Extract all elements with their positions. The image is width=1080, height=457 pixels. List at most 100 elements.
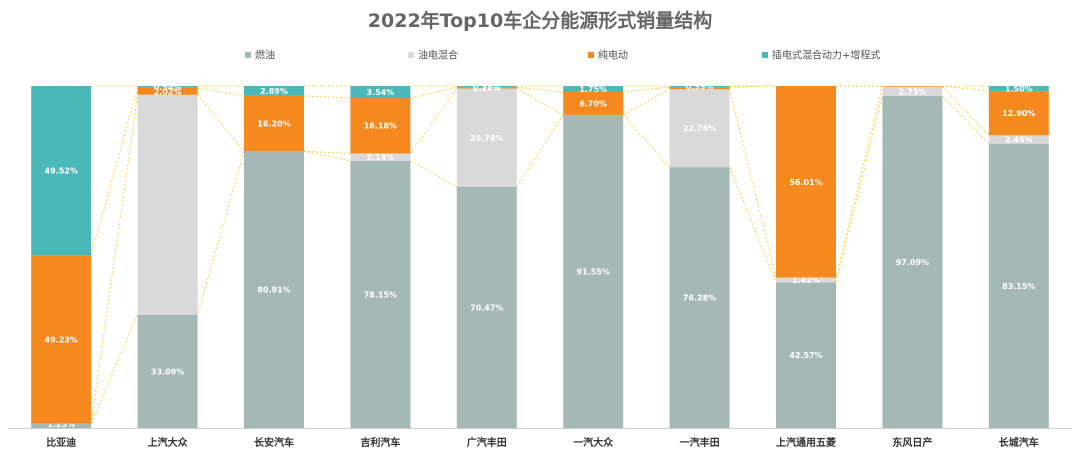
data-label: 49.52% — [45, 167, 78, 176]
data-label: 1.50% — [1005, 85, 1033, 94]
data-label: 49.23% — [45, 336, 78, 345]
data-label: 3.54% — [367, 88, 395, 97]
legend-label-3: 插电式混合动力+增程式 — [772, 49, 880, 62]
connector-line — [516, 86, 564, 93]
data-label: 1.42% — [792, 276, 820, 285]
bar-segment — [776, 282, 836, 428]
bar-segment — [31, 86, 92, 256]
legend-label-2: 纯电动 — [598, 49, 628, 62]
data-label: 1.25% — [47, 420, 75, 429]
legend-label-1: 油电混合 — [418, 49, 458, 62]
bar-segment — [137, 314, 198, 428]
bar-segment — [669, 87, 730, 90]
legend-swatch-1 — [408, 52, 414, 58]
bar-segment — [563, 91, 624, 115]
data-label: 76.28% — [683, 294, 716, 303]
connector-line — [835, 95, 883, 283]
bar-segment — [776, 277, 836, 283]
data-label: 28.78% — [470, 134, 503, 143]
connector-line — [303, 150, 351, 154]
data-label: 2.89% — [260, 87, 288, 96]
x-tick-label: 长安汽车 — [254, 436, 294, 449]
connector-line — [410, 86, 457, 99]
bar-segment — [882, 86, 943, 96]
connector-line — [197, 94, 245, 152]
x-tick-label: 一汽大众 — [573, 436, 614, 449]
bar-segment — [456, 88, 517, 187]
connector-line — [942, 95, 990, 144]
connector-line — [516, 114, 564, 188]
connector-line — [942, 85, 989, 92]
bar-segment — [244, 86, 304, 96]
data-label: 0.38% — [473, 83, 501, 92]
bar-segment — [669, 89, 730, 168]
connector-line — [942, 86, 990, 136]
data-label: 42.57% — [789, 351, 822, 360]
data-label: 1.75% — [579, 85, 607, 94]
bar-segment — [350, 85, 411, 99]
data-label: 2.02% — [154, 87, 182, 96]
connector-line — [623, 88, 670, 116]
bar-segment — [776, 86, 836, 278]
data-label: 83.15% — [1002, 282, 1035, 291]
connector-line — [410, 160, 457, 188]
bar-segment — [669, 167, 730, 428]
data-label: 16.20% — [257, 120, 290, 129]
bar-segment — [244, 95, 304, 152]
bar-segment — [563, 86, 624, 92]
data-label: 16.18% — [364, 122, 397, 131]
connector-line — [90, 87, 138, 256]
data-label: 2.45% — [1005, 135, 1033, 144]
bar-segment — [988, 143, 1049, 428]
bar-segment — [882, 95, 943, 428]
data-label: 80.91% — [257, 286, 290, 295]
bar-segment — [456, 186, 517, 428]
connector-line — [197, 87, 245, 97]
x-tick-label: 一汽丰田 — [680, 436, 720, 449]
x-tick-label: 长城汽车 — [999, 436, 1039, 449]
bar-segment — [31, 423, 92, 428]
bar-segment — [669, 86, 730, 88]
data-label: 78.15% — [364, 290, 397, 299]
data-label: 12.90% — [1002, 109, 1035, 118]
data-label: 97.09% — [896, 258, 929, 267]
bar-segment — [563, 114, 624, 429]
chart-title: 2022年Top10车企分能源形式销量结构 — [367, 10, 713, 32]
connector-line — [729, 85, 777, 88]
legend-swatch-0 — [245, 52, 251, 58]
data-label: 0.37% — [473, 84, 501, 93]
data-label: 22.76% — [683, 124, 716, 133]
bar-segment — [456, 87, 517, 89]
connector-line — [303, 95, 351, 99]
bar-segment — [988, 135, 1049, 144]
legend-label-0: 燃油 — [255, 49, 275, 62]
bar-segment — [137, 87, 198, 95]
connector-line — [90, 94, 138, 424]
bar-segment — [350, 160, 411, 429]
x-tick-label: 比亚迪 — [46, 436, 76, 449]
connector-line — [516, 88, 564, 116]
x-tick-label: 上汽通用五菱 — [776, 436, 836, 449]
connector-line — [729, 166, 777, 283]
x-tick-label: 东风日产 — [892, 436, 932, 449]
data-label: 70.47% — [470, 303, 503, 312]
x-tick-label: 吉利汽车 — [360, 436, 400, 449]
connector-line — [622, 114, 670, 168]
data-label: 91.55% — [577, 267, 610, 276]
bar-segment — [882, 86, 943, 87]
connector-line — [410, 88, 458, 154]
x-tick-label: 广汽丰田 — [467, 436, 507, 449]
data-label: 2.73% — [899, 87, 927, 96]
data-label: 6.70% — [579, 99, 607, 108]
data-label: 2.14% — [367, 153, 395, 162]
data-label: 56.01% — [789, 178, 822, 187]
legend-swatch-3 — [762, 52, 768, 58]
bar-segment — [988, 86, 1049, 92]
bar-segment — [137, 94, 198, 315]
data-label: 0.33% — [686, 83, 714, 92]
connector-line — [197, 151, 245, 315]
bar-segment — [31, 255, 92, 424]
connector-line — [623, 86, 670, 93]
legend-swatch-2 — [588, 52, 594, 58]
